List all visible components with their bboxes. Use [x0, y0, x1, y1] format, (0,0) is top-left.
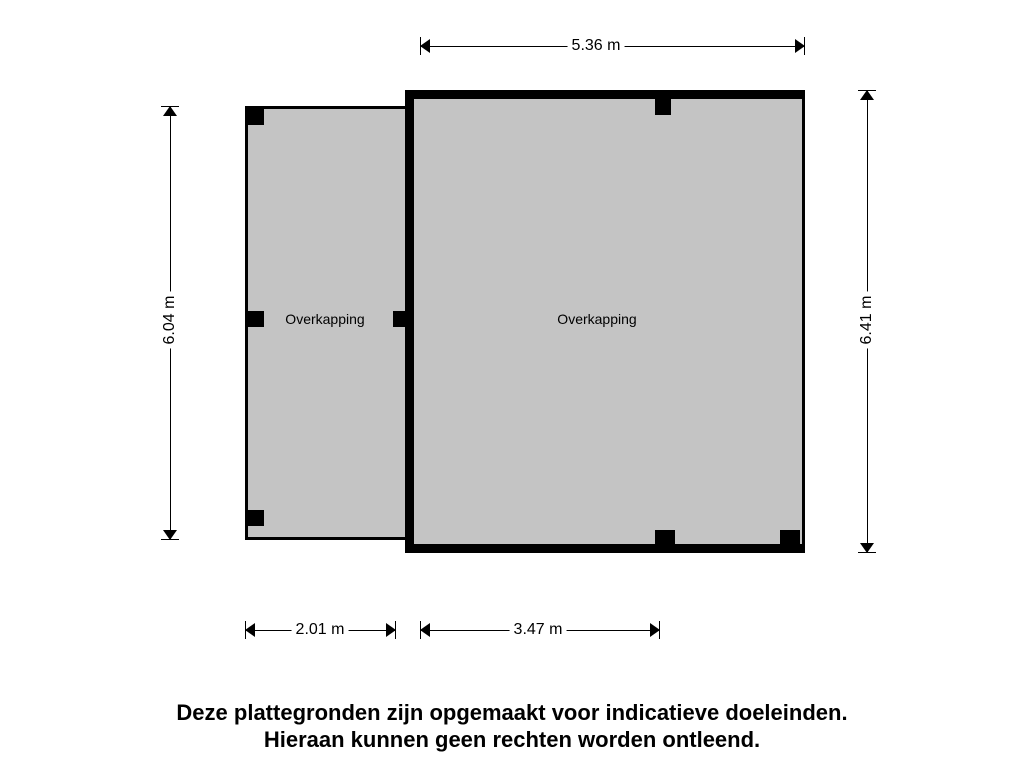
dim-arrow: [420, 623, 430, 637]
dim-tick: [858, 90, 876, 91]
dim-label-left_height: 6.04 m: [161, 292, 179, 349]
pillar-3: [393, 311, 409, 327]
dim-arrow: [163, 106, 177, 116]
pillar-0: [248, 109, 264, 125]
dim-tick: [395, 621, 396, 639]
dim-tick: [804, 37, 805, 55]
dim-arrow: [420, 39, 430, 53]
dim-tick: [245, 621, 246, 639]
dim-label-bottom_left: 2.01 m: [292, 621, 349, 639]
dim-label-right_height: 6.41 m: [858, 292, 876, 349]
dim-tick: [858, 552, 876, 553]
caption-line-1: Deze plattegronden zijn opgemaakt voor i…: [0, 700, 1024, 726]
pillar-6: [780, 530, 800, 550]
pillar-5: [655, 530, 675, 550]
dim-label-top_width: 5.36 m: [568, 37, 625, 55]
dim-tick: [659, 621, 660, 639]
dim-arrow: [245, 623, 255, 637]
room-label-right: Overkapping: [557, 311, 636, 327]
caption-line-2: Hieraan kunnen geen rechten worden ontle…: [0, 727, 1024, 753]
pillar-2: [248, 510, 264, 526]
dim-arrow: [860, 90, 874, 100]
dim-label-bottom_right: 3.47 m: [510, 621, 567, 639]
pillar-4: [655, 99, 671, 115]
pillar-1: [248, 311, 264, 327]
dim-tick: [420, 37, 421, 55]
dim-tick: [161, 539, 179, 540]
dim-tick: [420, 621, 421, 639]
floorplan-canvas: Overkapping Overkapping 5.36 m 2.01 m 3.47 m…: [0, 0, 1024, 768]
dim-tick: [161, 106, 179, 107]
room-label-left: Overkapping: [285, 311, 364, 327]
